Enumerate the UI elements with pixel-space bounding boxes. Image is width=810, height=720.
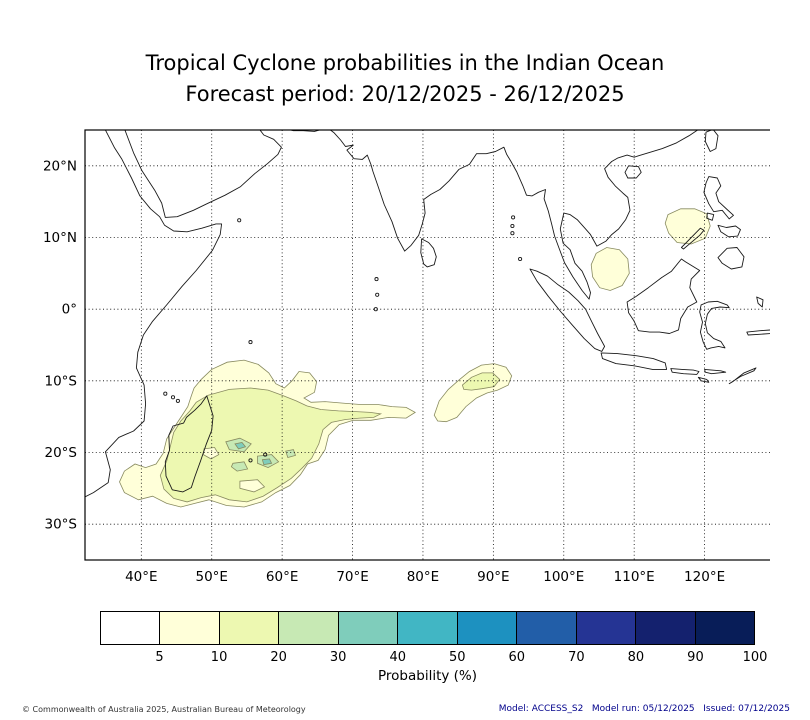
lon-tick-label: 50°E (196, 569, 228, 585)
coastline-java (600, 352, 668, 370)
chart-title: Tropical Cyclone probabilities in the In… (0, 48, 810, 110)
copyright-text: © Commonwealth of Australia 2025, Austra… (22, 705, 306, 714)
coastline-bali-sumbawa (670, 368, 700, 375)
island-dot (518, 256, 523, 262)
coastline-mindanao (717, 247, 745, 270)
island-dot (375, 292, 380, 297)
lat-tick-label: 30°S (45, 517, 78, 533)
coastline-arabian-peninsula (124, 130, 282, 218)
island-dot (248, 340, 253, 345)
lon-tick-label: 40°E (125, 569, 157, 585)
contour-region-30pct (261, 458, 273, 466)
coastline-mindoro (706, 212, 715, 221)
contour-region-10pct (461, 372, 501, 391)
island-dot (511, 215, 516, 220)
lon-tick-label: 90°E (477, 569, 509, 585)
colorbar-tick: 100 (742, 650, 768, 665)
island-dot (373, 307, 378, 312)
coastline-sumba (697, 376, 710, 383)
colorbar-cell (694, 612, 754, 644)
lat-tick-label: 20°S (45, 445, 78, 461)
colorbar-cell (397, 612, 457, 644)
colorbar-cell (218, 612, 279, 644)
colorbar-cell (456, 612, 517, 644)
colorbar-tick: 40 (389, 650, 406, 665)
lon-tick-label: 60°E (266, 569, 298, 585)
indian-ocean-map: 40°E 50°E 60°E 70°E 80°E 90°E 100°E 110°E 120°E 2… (43, 129, 770, 585)
island-dot (175, 398, 180, 403)
colorbar-cell (159, 612, 219, 644)
colorbar-tick: 60 (508, 650, 526, 665)
title-line-1: Tropical Cyclone probabilities in the In… (145, 51, 665, 75)
coastline-taiwan (704, 130, 719, 152)
island-dot (263, 452, 268, 457)
colorbar-cell (337, 612, 398, 644)
title-line-2: Forecast period: 20/12/2025 - 26/12/2025 (185, 82, 625, 106)
coastline-palawan (680, 227, 705, 250)
coastline-asia-mainland (329, 130, 699, 300)
colorbar-tick: 10 (210, 650, 228, 665)
coastline-sumatra (529, 268, 606, 352)
contour-region-5pct (433, 363, 513, 423)
lat-tick-label: 10°S (45, 373, 78, 389)
coastline-africa-east-coast (85, 130, 223, 498)
coastline-halmahera (756, 296, 764, 308)
coastline-luzon (703, 176, 734, 220)
contour-region-5pct (664, 208, 711, 245)
lat-tick-label: 10°N (43, 230, 77, 246)
contour-region-5pct (590, 247, 630, 291)
lon-tick-label: 70°E (336, 569, 368, 585)
contour-region-20pct (285, 449, 297, 458)
colorbar-cell (278, 612, 338, 644)
coastline-flores (704, 368, 727, 375)
colorbar-cell (575, 612, 636, 644)
colorbar-cell (516, 612, 576, 644)
colorbar-scale (100, 611, 755, 645)
contour-region-5pct (239, 479, 266, 493)
contour-region-30pct (234, 442, 247, 450)
coastline-borneo (626, 258, 701, 334)
island-dot (163, 391, 168, 396)
coastline-visayas (717, 224, 741, 238)
colorbar-tick: 20 (270, 650, 287, 665)
island-dot (374, 277, 379, 282)
island-dot (510, 231, 515, 236)
island-dot (170, 395, 176, 400)
lon-tick-label: 80°E (407, 569, 439, 585)
lon-tick-label: 110°E (614, 569, 655, 585)
map-border (84, 129, 770, 561)
coastline-sri-lanka (420, 238, 437, 268)
model-info-text: Model: ACCESS_S2 Model run: 05/12/2025 I… (498, 704, 790, 714)
colorbar-tick: 90 (687, 650, 704, 665)
colorbar-cell (101, 612, 160, 644)
island-dot (237, 218, 242, 223)
coastline-seram (746, 329, 770, 336)
colorbar-tick: 50 (448, 650, 466, 665)
colorbar-tick: 80 (627, 650, 645, 665)
coastline-timor (728, 367, 757, 385)
coastline-madagascar (164, 395, 214, 493)
lat-tick-label: 20°N (43, 158, 77, 174)
island-dot (510, 223, 515, 229)
coastline-sulawesi (699, 300, 730, 350)
coastline-hainan (624, 165, 642, 179)
colorbar-cell (635, 612, 695, 644)
colorbar-tick: 30 (329, 650, 347, 665)
lat-tick-label: 0° (62, 302, 77, 318)
contour-region-20pct (230, 461, 249, 472)
colorbar: 5 10 20 30 40 50 60 70 80 90 100 Probability (%) (100, 611, 767, 693)
colorbar-tick: 5 (155, 650, 164, 665)
lon-tick-label: 100°E (543, 569, 584, 585)
colorbar-label: Probability (%) (377, 668, 477, 684)
lon-tick-label: 120°E (684, 569, 725, 585)
island-dot (248, 458, 253, 463)
colorbar-tick: 70 (568, 650, 585, 665)
